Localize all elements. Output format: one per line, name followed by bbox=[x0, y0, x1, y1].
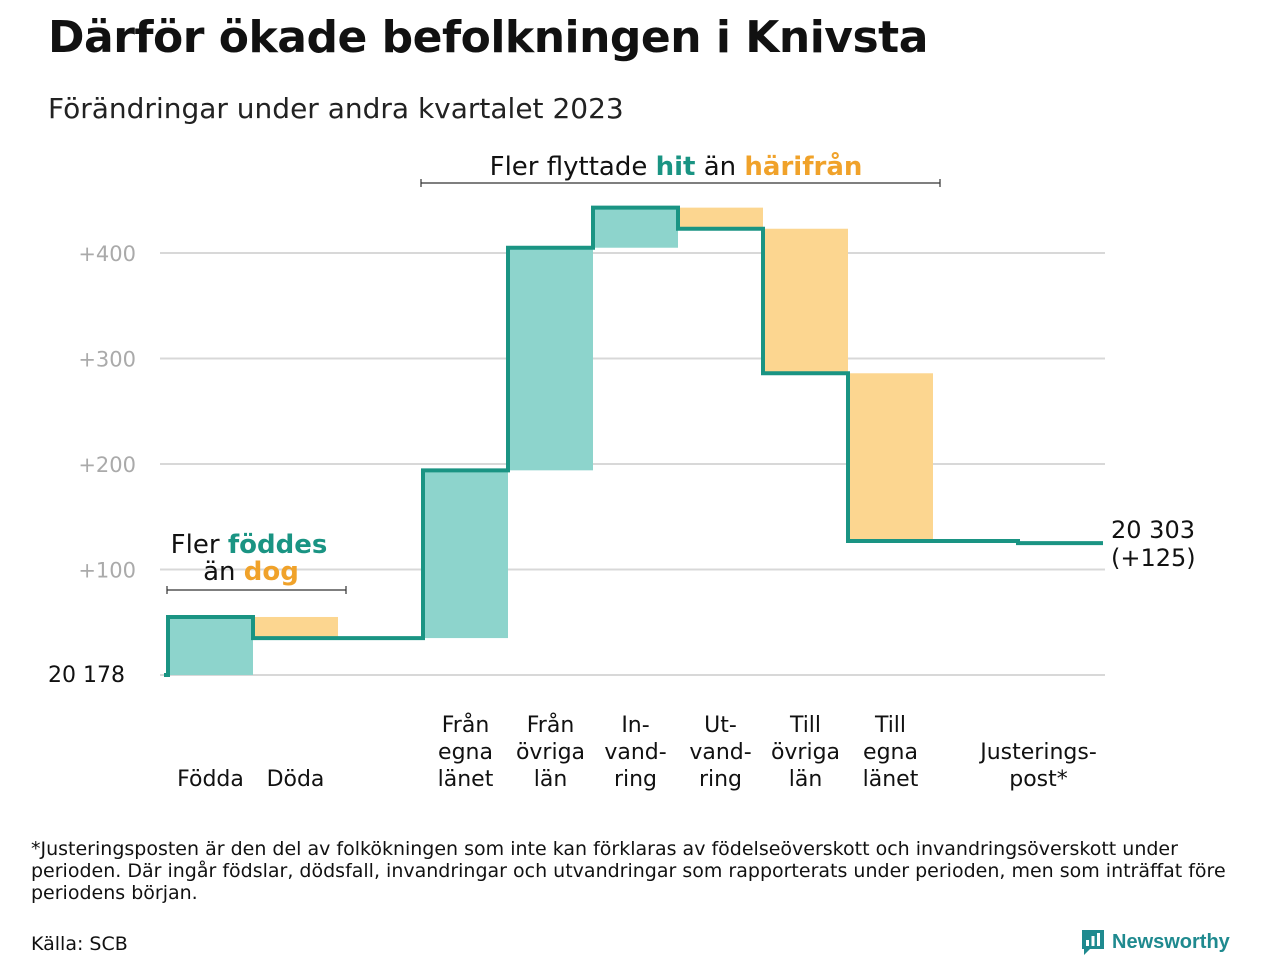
category-label: Från övriga län bbox=[516, 712, 585, 792]
start-value-label: 20 178 bbox=[48, 663, 125, 688]
brand: Newsworthy bbox=[1080, 928, 1230, 956]
cumulative-step-line bbox=[164, 205, 1103, 677]
migration-annotation: Fler flyttade hit än härifrån bbox=[490, 150, 863, 182]
waterfall-bar bbox=[423, 470, 508, 639]
category-label: Ut-vand-ring bbox=[689, 713, 751, 792]
births-annotation-line1: Fler föddes bbox=[171, 530, 328, 560]
source-note: Källa: SCB bbox=[31, 933, 128, 955]
category-label: Döda bbox=[267, 767, 325, 792]
y-tick-label: +200 bbox=[78, 453, 136, 477]
category-label: Justerings-post* bbox=[978, 740, 1097, 792]
waterfall-bar bbox=[848, 373, 933, 542]
category-label: Till egna länet bbox=[863, 713, 919, 792]
waterfall-bar bbox=[678, 207, 763, 229]
newsworthy-logo-icon bbox=[1082, 930, 1104, 955]
waterfall-bar bbox=[508, 247, 593, 471]
footnote: *Justeringsposten är den del av folkökni… bbox=[31, 838, 1226, 904]
waterfall-bar bbox=[253, 616, 338, 639]
chart-title: Därför ökade befolkningen i Knivsta bbox=[48, 12, 928, 63]
births-annotation-line2: än dog bbox=[203, 557, 299, 587]
waterfall-chart: +100 +200 +300 +400 20 178 Födda Döda Från egna l… bbox=[48, 150, 1196, 792]
waterfall-bar bbox=[763, 228, 848, 374]
y-tick-label: +100 bbox=[78, 559, 136, 583]
category-label: Födda bbox=[177, 767, 244, 792]
y-tick-label: +400 bbox=[78, 242, 136, 266]
category-label: In-vand-ring bbox=[604, 713, 666, 792]
waterfall-bar bbox=[168, 616, 253, 675]
end-value-label: 20 303 (+125) bbox=[1111, 516, 1196, 572]
category-label: Från egna länet bbox=[438, 712, 494, 792]
waterfall-bar bbox=[593, 207, 678, 248]
brand-name: Newsworthy bbox=[1112, 930, 1230, 953]
category-label: Till övriga län bbox=[771, 713, 840, 792]
chart-subtitle: Förändringar under andra kvartalet 2023 bbox=[48, 92, 624, 125]
y-tick-label: +300 bbox=[78, 348, 136, 372]
